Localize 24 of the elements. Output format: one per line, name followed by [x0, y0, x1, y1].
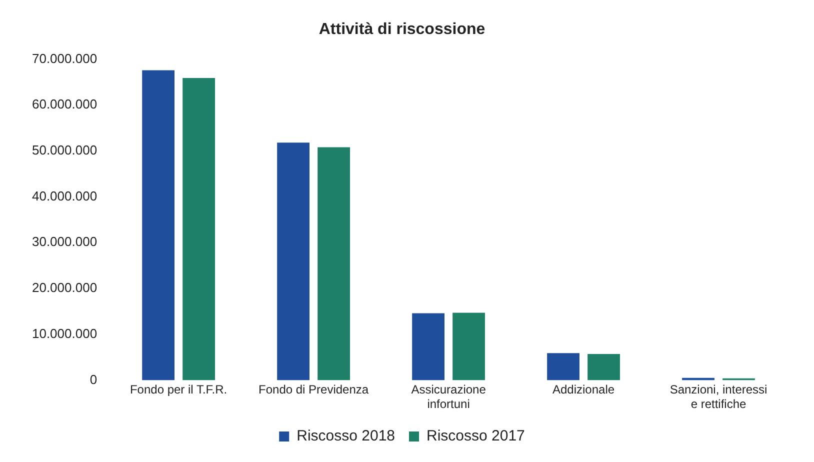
bar: [452, 312, 485, 380]
x-tick-label: Fondo di Previdenza: [258, 382, 369, 397]
legend-label: Riscosso 2018: [296, 428, 396, 445]
chart-title: Attività di riscossione: [318, 21, 486, 38]
bar: [588, 354, 620, 380]
legend-label: Riscosso 2017: [426, 428, 525, 445]
bar: [182, 78, 216, 380]
bar: [547, 353, 580, 380]
x-tick-label: Sanzioni, interessi e rettifiche: [670, 382, 768, 412]
x-tick-label: Assicurazione infortuni: [411, 382, 486, 412]
y-tick-label: 0: [90, 372, 98, 387]
x-tick-label: Addizionale: [552, 382, 615, 397]
bar: [142, 70, 175, 380]
y-tick-label: 50.000.000: [32, 142, 98, 158]
y-tick-label: 70.000.000: [32, 50, 98, 66]
bar: [277, 142, 310, 380]
y-tick-label: 20.000.000: [32, 280, 98, 296]
y-tick-label: 40.000.000: [32, 188, 98, 204]
y-tick-label: 60.000.000: [32, 96, 98, 112]
y-tick-label: 10.000.000: [32, 326, 98, 341]
bar: [318, 147, 350, 380]
y-tick-label: 30.000.000: [32, 234, 98, 250]
x-tick-label: Fondo per il T.F.R.: [130, 382, 228, 397]
bar: [412, 313, 444, 380]
